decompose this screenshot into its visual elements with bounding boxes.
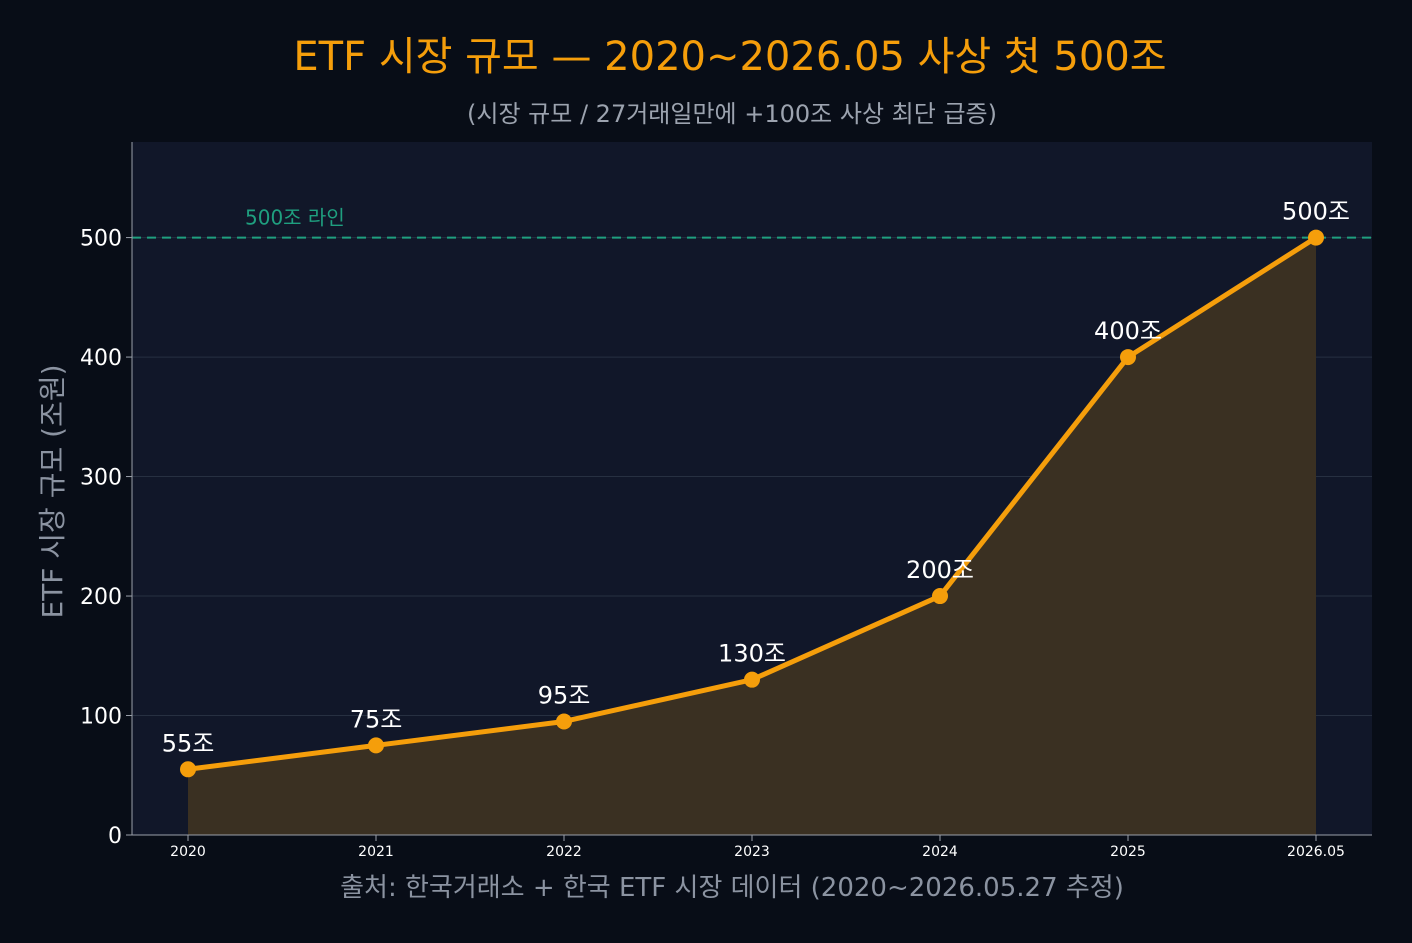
y-tick-label-0: 0: [108, 824, 122, 849]
data-label-2020: 55조: [162, 729, 215, 757]
x-tick-label-2026.05: 2026.05: [1287, 844, 1345, 860]
x-tick-label-2020: 2020: [170, 844, 206, 860]
data-labels: 55조 75조 95조 130조 200조 400조 500조: [162, 198, 1350, 758]
x-tick-label-2022: 2022: [546, 844, 582, 860]
data-point-2023: [744, 671, 760, 688]
x-ticks: 2020 2021 2022 2023 2024 2025 2026.05: [170, 835, 1345, 860]
data-point-2025: [1120, 349, 1136, 366]
y-tick-label-500: 500: [80, 227, 122, 252]
data-point-2024: [932, 588, 948, 605]
reference-line-label: 500조 라인: [245, 206, 345, 230]
y-tick-label-400: 400: [80, 346, 122, 371]
reference-line-group: 500조 라인: [132, 206, 1372, 239]
y-tick-label-200: 200: [80, 585, 122, 610]
data-point-2026.05: [1308, 229, 1324, 246]
x-axis-label: 출처: 한국거래소 + 한국 ETF 시장 데이터 (2020~2026.05.…: [340, 873, 1124, 903]
y-ticks: 0 100 200 300 400 500: [80, 227, 132, 849]
data-label-2026.05: 500조: [1282, 198, 1350, 226]
x-tick-label-2024: 2024: [922, 844, 958, 860]
data-label-2023: 130조: [718, 640, 786, 668]
data-label-2025: 400조: [1094, 317, 1162, 345]
data-label-2022: 95조: [538, 681, 591, 709]
data-label-2021: 75조: [350, 705, 403, 733]
x-tick-label-2021: 2021: [358, 844, 394, 860]
data-point-2020: [180, 761, 196, 778]
data-point-2021: [368, 737, 384, 754]
x-tick-label-2023: 2023: [734, 844, 770, 860]
y-axis-label: ETF 시장 규모 (조원): [36, 364, 69, 618]
area-fill: [188, 237, 1316, 836]
data-label-2024: 200조: [906, 556, 974, 584]
data-point-2022: [556, 713, 572, 730]
chart-subtitle: (시장 규모 / 27거래일만에 +100조 사상 최단 급증): [467, 100, 997, 128]
chart-title: ETF 시장 규모 — 2020~2026.05 사상 첫 500조: [293, 34, 1166, 80]
y-tick-label-300: 300: [80, 466, 122, 491]
x-tick-label-2025: 2025: [1110, 844, 1146, 860]
y-tick-label-100: 100: [80, 705, 122, 730]
data-points: [180, 229, 1324, 778]
